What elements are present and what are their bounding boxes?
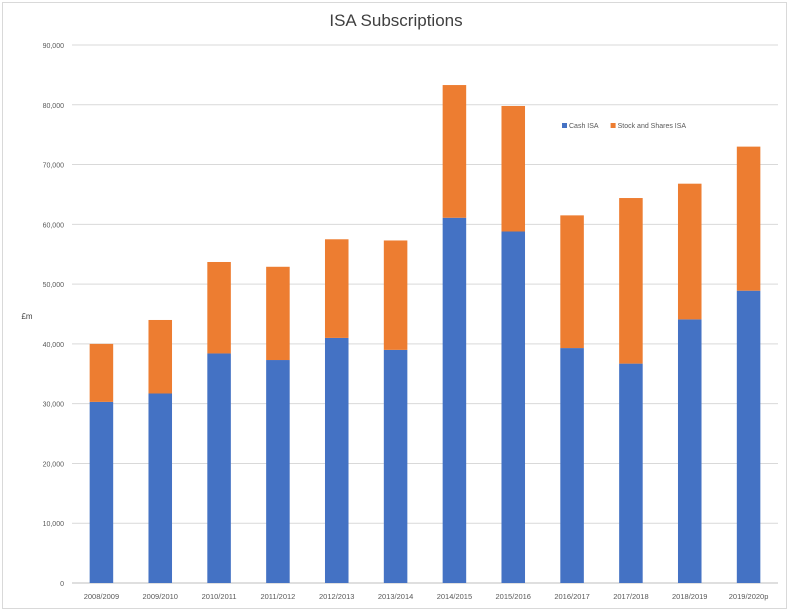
bar-cash-isa (677, 319, 702, 583)
bar-cash-isa (148, 393, 173, 583)
bar-stock-and-shares-isa (442, 85, 467, 218)
legend-label: Cash ISA (569, 123, 599, 130)
y-tick-label: 10,000 (43, 521, 65, 528)
bar-stock-and-shares-isa (89, 343, 114, 402)
x-tick-label: 2012/2013 (319, 592, 354, 601)
x-tick-label: 2009/2010 (143, 592, 178, 601)
bar-stock-and-shares-isa (207, 261, 231, 354)
bar-stock-and-shares-isa (619, 198, 643, 364)
bars (89, 85, 761, 584)
legend-swatch (610, 123, 616, 128)
legend-label: Stock and Shares ISA (618, 123, 687, 130)
bar-cash-isa (266, 360, 290, 583)
bar-cash-isa (442, 217, 467, 583)
x-tick-label: 2019/2020p (729, 592, 769, 601)
bar-cash-isa (207, 353, 231, 583)
bar-stock-and-shares-isa (677, 183, 702, 320)
x-tick-label: 2013/2014 (378, 592, 413, 601)
x-tick-label: 2010/2011 (202, 592, 237, 601)
x-tick-label: 2018/2019 (672, 592, 707, 601)
x-tick-label: 2014/2015 (437, 592, 472, 601)
bar-stock-and-shares-isa (501, 105, 526, 232)
x-tick-label: 2017/2018 (613, 592, 648, 601)
x-tick-label: 2016/2017 (554, 592, 589, 601)
bar-cash-isa (736, 290, 761, 583)
bar-cash-isa (619, 363, 643, 583)
y-axis-label: £m (21, 312, 32, 321)
y-tick-label: 30,000 (43, 402, 65, 409)
chart-title: ISA Subscriptions (329, 11, 462, 30)
x-tick-label: 2011/2012 (260, 592, 295, 601)
bar-stock-and-shares-isa (560, 215, 584, 349)
bar-stock-and-shares-isa (736, 146, 761, 291)
y-tick-label: 90,000 (43, 43, 65, 50)
bar-cash-isa (501, 231, 526, 584)
y-tick-label: 20,000 (43, 461, 65, 468)
gridlines (72, 44, 778, 584)
legend: Cash ISA Stock and Shares ISA (562, 123, 686, 130)
y-tick-label: 50,000 (43, 282, 65, 289)
y-axis-ticks: 0 10,000 20,000 30,000 40,000 50,000 60,000 70,… (43, 43, 65, 588)
y-tick-label: 80,000 (43, 103, 65, 110)
bar-cash-isa (89, 401, 114, 583)
bar-stock-and-shares-isa (383, 240, 408, 350)
y-tick-label: 40,000 (43, 342, 65, 349)
x-tick-label: 2008/2009 (84, 592, 119, 601)
bar-stock-and-shares-isa (266, 266, 290, 361)
y-tick-label: 70,000 (43, 163, 65, 170)
bar-cash-isa (383, 349, 408, 583)
y-tick-label: 60,000 (43, 222, 65, 229)
x-tick-label: 2015/2016 (496, 592, 531, 601)
bar-cash-isa (324, 337, 349, 583)
legend-swatch (562, 123, 567, 128)
y-tick-label: 0 (60, 581, 64, 588)
x-axis-ticks: 2008/2009 2009/2010 2010/2011 2011/2012 2012… (84, 592, 769, 601)
bar-cash-isa (560, 348, 584, 583)
bar-stock-and-shares-isa (148, 319, 173, 394)
bar-stock-and-shares-isa (324, 239, 349, 338)
